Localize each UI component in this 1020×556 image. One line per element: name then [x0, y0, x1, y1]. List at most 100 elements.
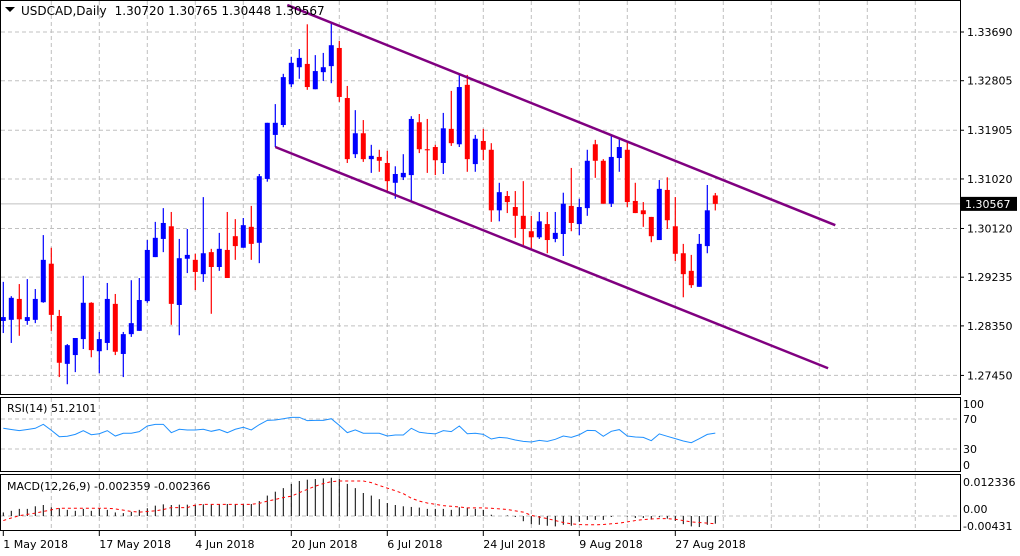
- candle[interactable]: [136, 278, 142, 331]
- candle[interactable]: [304, 24, 310, 90]
- candle[interactable]: [544, 211, 550, 254]
- candle[interactable]: [632, 182, 638, 214]
- candle[interactable]: [200, 197, 206, 282]
- candle[interactable]: [112, 293, 118, 356]
- candle[interactable]: [280, 73, 286, 128]
- candle[interactable]: [40, 235, 46, 303]
- candle[interactable]: [512, 191, 518, 238]
- candle[interactable]: [440, 112, 446, 174]
- candle[interactable]: [656, 180, 662, 241]
- candle[interactable]: [224, 211, 230, 279]
- candle[interactable]: [96, 331, 102, 374]
- candle[interactable]: [320, 52, 326, 81]
- candle[interactable]: [80, 275, 86, 350]
- candle[interactable]: [608, 134, 614, 208]
- candle[interactable]: [248, 205, 254, 260]
- candle[interactable]: [472, 134, 478, 172]
- candle[interactable]: [376, 149, 382, 172]
- candle[interactable]: [688, 254, 694, 288]
- candle[interactable]: [456, 74, 462, 148]
- candle[interactable]: [288, 56, 294, 88]
- candle[interactable]: [144, 240, 150, 303]
- candle[interactable]: [496, 182, 502, 222]
- candle[interactable]: [664, 177, 670, 230]
- candle[interactable]: [48, 247, 54, 331]
- channel-upper-trendline[interactable]: [286, 3, 836, 227]
- candle[interactable]: [16, 284, 22, 336]
- candle[interactable]: [120, 331, 126, 378]
- candle[interactable]: [32, 289, 38, 324]
- candle[interactable]: [616, 138, 622, 172]
- candle[interactable]: [176, 238, 182, 336]
- candle[interactable]: [432, 144, 438, 176]
- candle[interactable]: [104, 282, 110, 351]
- candle[interactable]: [24, 279, 30, 325]
- candle[interactable]: [336, 40, 342, 102]
- candle-body: [152, 237, 158, 258]
- candle[interactable]: [648, 216, 654, 243]
- candle[interactable]: [392, 166, 398, 199]
- candle[interactable]: [0, 281, 6, 334]
- candle[interactable]: [344, 85, 350, 163]
- candle[interactable]: [520, 181, 526, 245]
- channel-lower-trendline[interactable]: [274, 145, 829, 370]
- candle[interactable]: [296, 49, 302, 79]
- candle[interactable]: [696, 233, 702, 287]
- candle[interactable]: [448, 90, 454, 146]
- candle[interactable]: [576, 198, 582, 236]
- candle[interactable]: [192, 253, 198, 291]
- candle[interactable]: [424, 118, 430, 173]
- candle[interactable]: [408, 116, 414, 203]
- candle[interactable]: [256, 173, 262, 264]
- candle[interactable]: [208, 248, 214, 314]
- candle[interactable]: [488, 143, 494, 222]
- candle[interactable]: [592, 139, 598, 178]
- candle[interactable]: [232, 219, 238, 260]
- rsi-pane[interactable]: [3, 416, 716, 444]
- symbol-menu-triangle-icon[interactable]: [5, 7, 15, 12]
- candle[interactable]: [56, 309, 62, 378]
- candle[interactable]: [8, 296, 14, 343]
- candle[interactable]: [152, 221, 158, 258]
- candle[interactable]: [160, 208, 166, 253]
- candle[interactable]: [168, 211, 174, 325]
- candle[interactable]: [712, 192, 718, 211]
- candle[interactable]: [624, 142, 630, 208]
- candle[interactable]: [264, 122, 270, 182]
- candle[interactable]: [464, 74, 470, 172]
- candle[interactable]: [128, 280, 134, 337]
- candle[interactable]: [384, 150, 390, 193]
- candle[interactable]: [480, 128, 486, 161]
- candle[interactable]: [64, 344, 70, 385]
- price-pane[interactable]: [0, 3, 960, 385]
- candle[interactable]: [672, 197, 678, 261]
- candle[interactable]: [400, 154, 406, 181]
- candle[interactable]: [536, 211, 542, 239]
- candle[interactable]: [704, 184, 710, 254]
- candle[interactable]: [312, 55, 318, 90]
- candle[interactable]: [72, 337, 78, 373]
- candle[interactable]: [528, 215, 534, 249]
- candle[interactable]: [552, 211, 558, 243]
- candle[interactable]: [216, 232, 222, 271]
- candle[interactable]: [360, 120, 366, 162]
- candle[interactable]: [504, 191, 510, 214]
- candle[interactable]: [560, 192, 566, 256]
- candle[interactable]: [584, 149, 590, 216]
- candle[interactable]: [184, 229, 190, 274]
- candle[interactable]: [88, 302, 94, 358]
- price-tick-label: 1.28350: [967, 320, 1013, 333]
- macd-pane[interactable]: [2, 477, 716, 528]
- candle[interactable]: [568, 167, 574, 232]
- candle[interactable]: [680, 243, 686, 298]
- candle[interactable]: [240, 218, 246, 248]
- candle[interactable]: [328, 22, 334, 84]
- candle-body: [512, 207, 518, 216]
- candle[interactable]: [416, 114, 422, 154]
- candle[interactable]: [640, 202, 646, 227]
- candle[interactable]: [368, 144, 374, 173]
- candle[interactable]: [352, 110, 358, 159]
- candle[interactable]: [600, 159, 606, 204]
- candle[interactable]: [272, 104, 278, 148]
